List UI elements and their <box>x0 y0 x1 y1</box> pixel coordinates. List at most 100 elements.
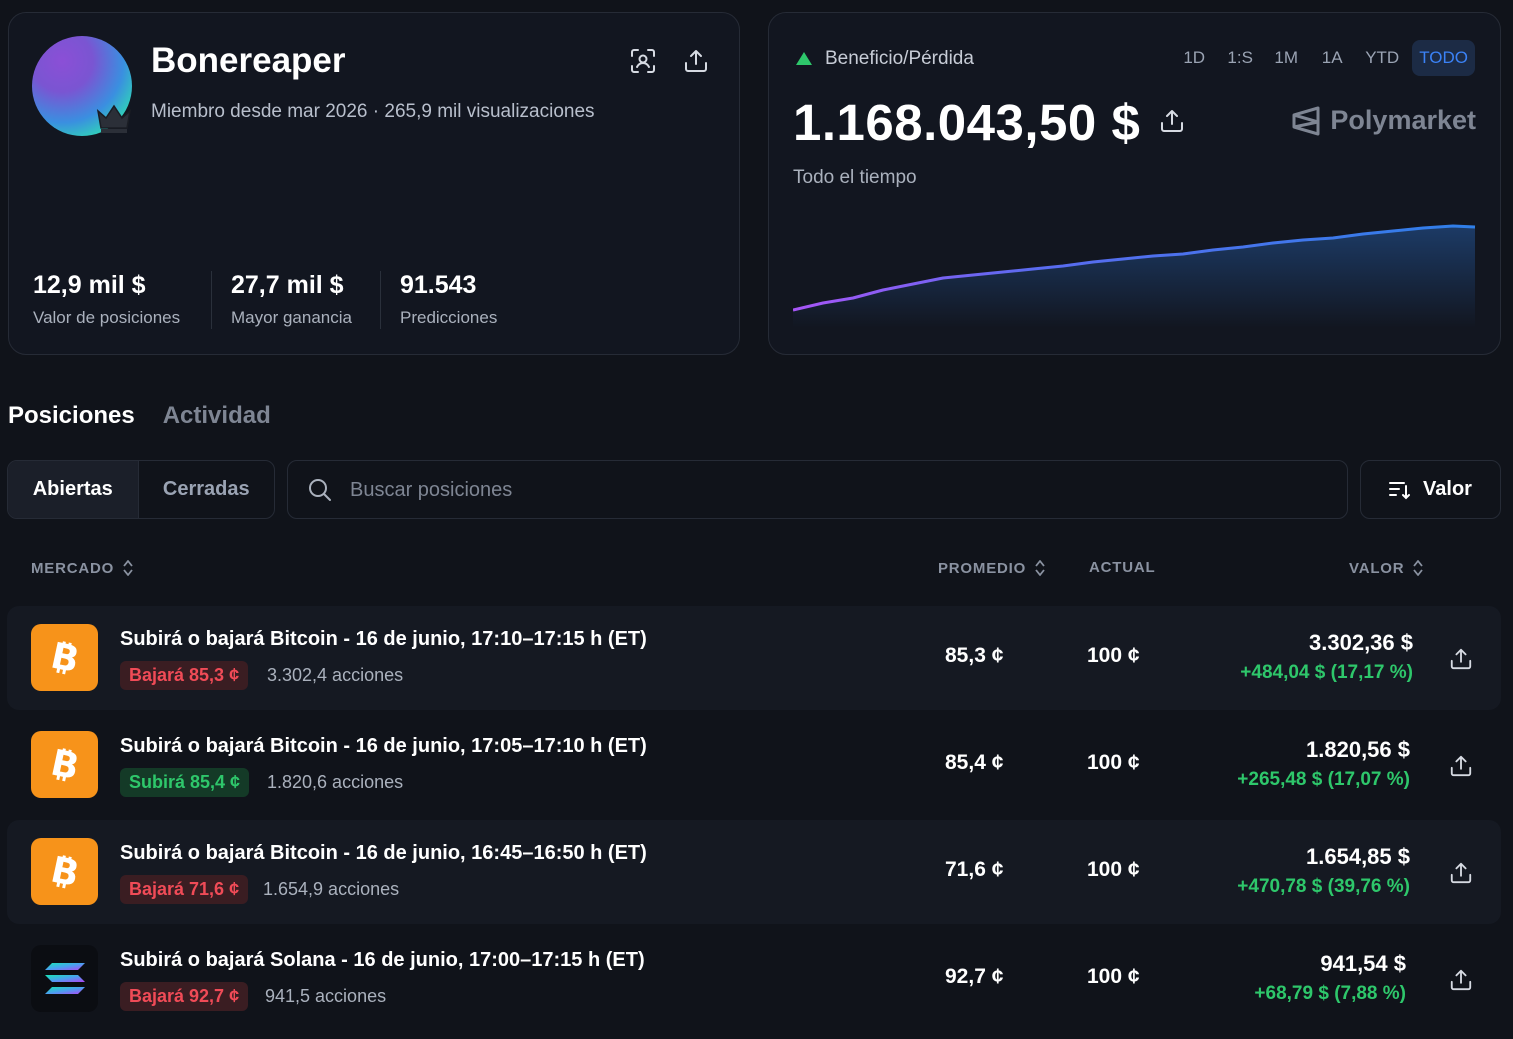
market-title[interactable]: Subirá o bajará Bitcoin - 16 de junio, 1… <box>120 735 647 757</box>
main-tabs: Posiciones Actividad <box>8 402 271 430</box>
average-price: 85,4 ¢ <box>945 751 1004 774</box>
username: Bonereaper <box>151 41 346 80</box>
scan-icon <box>631 49 655 73</box>
column-market[interactable]: MERCADO <box>31 559 134 577</box>
range-1y[interactable]: 1A <box>1321 48 1343 67</box>
sort-label: Valor <box>1423 478 1472 500</box>
column-current: ACTUAL <box>1089 559 1155 576</box>
bitcoin-icon: B <box>31 838 98 905</box>
sort-icon <box>1389 481 1411 499</box>
position-change: +470,78 $ (39,76 %) <box>1237 876 1410 897</box>
outcome-badge: Subirá 85,4 ¢ <box>120 768 250 797</box>
position-change: +484,04 $ (17,17 %) <box>1240 662 1413 683</box>
outcome-badge: Bajará 92,7 ¢ <box>120 982 249 1011</box>
average-price: 71,6 ¢ <box>945 858 1004 881</box>
average-price: 85,3 ¢ <box>945 644 1004 667</box>
current-price: 100 ¢ <box>1087 965 1140 988</box>
share-icon <box>1450 969 1472 991</box>
share-pnl-button[interactable] <box>1156 105 1188 137</box>
search-bar <box>287 460 1348 519</box>
shares-count: 3.302,4 acciones <box>267 665 404 685</box>
stat-label: Mayor ganancia <box>231 308 352 327</box>
position-status-toggle: Abiertas Cerradas <box>7 460 275 519</box>
share-icon <box>1161 110 1183 132</box>
share-position-button[interactable] <box>1445 643 1477 675</box>
sort-toggle-icon <box>1413 560 1424 576</box>
stat-label: Valor de posiciones <box>33 308 181 327</box>
member-info: Miembro desde mar 2026 · 265,9 mil visua… <box>151 101 595 122</box>
stat-value: 27,7 mil $ <box>231 271 344 299</box>
range-selector: 1D 1:S 1M 1A YTD TODO <box>1174 40 1475 76</box>
outcome-badge: Bajará 85,3 ¢ <box>120 661 249 690</box>
search-input[interactable] <box>350 473 1310 507</box>
current-price: 100 ¢ <box>1087 858 1140 881</box>
range-1m[interactable]: 1M <box>1274 48 1298 67</box>
pnl-period-label: Todo el tiempo <box>793 167 917 188</box>
polymarket-icon <box>1292 106 1320 135</box>
sparkline-line <box>793 224 1476 312</box>
tab-activity[interactable]: Actividad <box>162 402 271 429</box>
position-value: 1.820,56 $ <box>1306 737 1410 762</box>
pnl-value: 1.168.043,50 $ <box>793 94 1141 151</box>
pnl-sparkline <box>793 224 1476 328</box>
position-value: 3.302,36 $ <box>1309 630 1413 655</box>
table-row[interactable]: B Subirá o bajará Bitcoin - 16 de junio,… <box>7 820 1501 924</box>
filter-closed[interactable]: Cerradas <box>162 478 250 500</box>
column-value[interactable]: VALOR <box>1349 559 1424 577</box>
current-price: 100 ¢ <box>1087 644 1140 667</box>
solana-icon <box>31 945 98 1012</box>
share-position-button[interactable] <box>1445 750 1477 782</box>
outcome-badge: Bajará 71,6 ¢ <box>120 875 249 904</box>
up-triangle-icon <box>796 52 812 65</box>
stat-divider <box>380 271 381 329</box>
share-profile-button[interactable] <box>680 45 712 77</box>
share-icon <box>685 50 707 72</box>
filter-open[interactable]: Abiertas <box>8 461 139 518</box>
shares-count: 1.820,6 acciones <box>267 772 404 792</box>
bitcoin-icon: B <box>31 731 98 798</box>
tab-positions[interactable]: Posiciones <box>8 402 135 429</box>
sparkline-area <box>793 226 1475 328</box>
stat-positions-value: 12,9 mil $ Valor de posiciones <box>33 271 180 328</box>
range-1d[interactable]: 1D <box>1183 48 1206 67</box>
crown-icon <box>96 104 132 133</box>
sort-button[interactable]: Valor <box>1360 460 1501 519</box>
average-price: 92,7 ¢ <box>945 965 1004 988</box>
share-icon <box>1450 755 1472 777</box>
range-all[interactable]: TODO <box>1412 40 1475 76</box>
table-row[interactable]: B Subirá o bajará Bitcoin - 16 de junio,… <box>7 606 1501 710</box>
stat-label: Predicciones <box>400 308 498 327</box>
position-change: +265,48 $ (17,07 %) <box>1237 769 1410 790</box>
share-position-button[interactable] <box>1445 964 1477 996</box>
share-position-button[interactable] <box>1445 857 1477 889</box>
profile-card: Bonereaper Miembro desde mar 2026 · 265,… <box>8 12 740 355</box>
table-row[interactable]: B Subirá o bajará Bitcoin - 16 de junio,… <box>7 713 1501 817</box>
polymarket-wordmark: Polymarket <box>1330 105 1476 135</box>
shares-count: 1.654,9 acciones <box>263 879 400 899</box>
stat-predictions: 91.543 Predicciones <box>400 271 497 328</box>
stat-divider <box>211 271 212 329</box>
bitcoin-icon: B <box>31 624 98 691</box>
position-value: 1.654,85 $ <box>1306 844 1410 869</box>
column-average[interactable]: PROMEDIO <box>938 559 1046 577</box>
pnl-label: Beneficio/Pérdida <box>825 48 974 69</box>
stat-biggest-win: 27,7 mil $ Mayor ganancia <box>231 271 352 328</box>
range-ytd[interactable]: YTD <box>1365 48 1400 67</box>
search-icon <box>309 479 331 501</box>
column-current-label: ACTUAL <box>1089 559 1156 576</box>
stat-value: 12,9 mil $ <box>33 271 146 299</box>
position-value: 941,54 $ <box>1320 951 1406 976</box>
position-change: +68,79 $ (7,88 %) <box>1254 983 1406 1004</box>
scan-profile-button[interactable] <box>627 45 659 77</box>
market-title[interactable]: Subirá o bajará Bitcoin - 16 de junio, 1… <box>120 842 647 864</box>
shares-count: 941,5 acciones <box>265 986 387 1006</box>
stat-value: 91.543 <box>400 271 477 299</box>
market-title[interactable]: Subirá o bajará Bitcoin - 16 de junio, 1… <box>120 628 647 650</box>
polymarket-logo: Polymarket <box>1292 105 1476 136</box>
market-title[interactable]: Subirá o bajará Solana - 16 de junio, 17… <box>120 949 645 971</box>
column-market-label: MERCADO <box>31 559 115 577</box>
sort-toggle-icon <box>1035 560 1045 576</box>
column-value-label: VALOR <box>1349 559 1405 577</box>
range-1w[interactable]: 1:S <box>1227 48 1253 67</box>
table-row[interactable]: Subirá o bajará Solana - 16 de junio, 17… <box>7 927 1501 1031</box>
